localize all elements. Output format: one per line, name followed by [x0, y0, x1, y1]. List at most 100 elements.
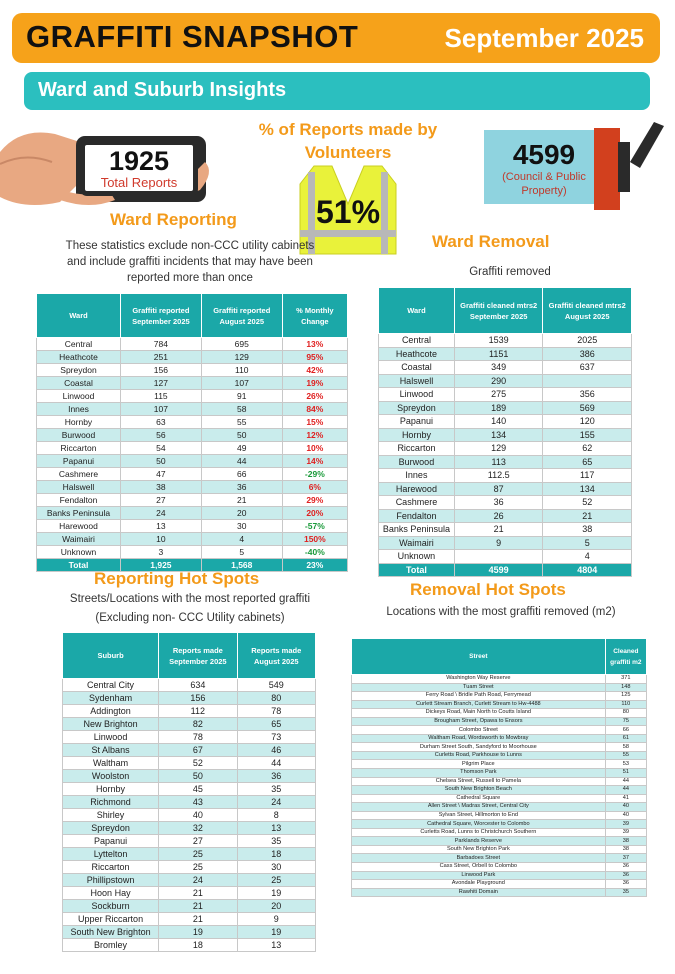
table-row: Tuam Street 148: [351, 682, 648, 693]
table-row: Banks Peninsula 24 20 20%: [36, 506, 349, 520]
table-cell: 44: [604, 785, 648, 795]
table-row: Riccarton 54 49 10%: [36, 441, 349, 455]
ward-removal-table: Ward Graffiti cleaned mtrs2 September 202…: [378, 287, 632, 577]
table-cell: Shirley: [61, 808, 160, 822]
table-row: Burwood 113 65: [378, 454, 632, 469]
table-row: Avondale Playground 36: [351, 879, 648, 889]
removal-hotspots-note: Locations with the most graffiti removed…: [386, 606, 616, 618]
table-cell: 129: [200, 350, 283, 364]
table-cell: 4: [542, 549, 632, 564]
table-cell: 36: [236, 769, 317, 783]
table-cell: Addington: [61, 704, 160, 718]
table-cell: 9: [236, 912, 317, 926]
table-cell: South New Brighton: [61, 925, 160, 939]
table-cell: 140: [453, 414, 544, 429]
table-cell: Phillipstown: [61, 873, 160, 887]
table-row: Linwood Park 36: [351, 870, 648, 881]
table-cell: 19: [236, 886, 317, 900]
table-cell: Hornby: [61, 782, 160, 796]
table-row: Fendalton 26 21: [378, 508, 632, 523]
table-cell: 53: [604, 759, 648, 769]
table-cell: 784: [119, 337, 202, 351]
total-cell: 4599: [453, 562, 544, 577]
table-cell: Heathcote: [378, 346, 455, 361]
table-cell: 40: [604, 802, 648, 812]
table-row: Central 784 695 13%: [36, 337, 349, 351]
table-cell: 47: [119, 467, 202, 481]
table-cell: 65: [542, 454, 632, 469]
table-cell: Harewood: [378, 481, 455, 496]
table-cell: 695: [200, 337, 283, 351]
volunteers-title: % of Reports made by Volunteers: [258, 120, 438, 162]
page-month: September 2025: [444, 23, 644, 53]
table-cell: 91: [200, 389, 283, 403]
column-header: Graffiti cleaned mtrs2 September 2025: [453, 287, 544, 334]
table-row: Burwood 56 50 12%: [36, 428, 349, 442]
table-row: Innes 112.5 117: [378, 468, 632, 483]
table-header-row: Suburb Reports made September 2025 Reports…: [61, 632, 317, 679]
table-cell: 21: [158, 912, 238, 926]
table-cell: Fendalton: [36, 493, 121, 507]
ward-reporting-table: Ward Graffiti reported September 2025 Graf…: [36, 293, 349, 572]
table-row: Coastal 349 637: [378, 360, 632, 375]
table-cell: Spreydon: [61, 821, 160, 835]
volunteers-value: 51%: [315, 194, 381, 230]
table-cell: South New Brighton Beach: [351, 785, 606, 795]
table-cell: Linwood Park: [351, 870, 606, 881]
table-cell: 13: [119, 519, 202, 533]
table-cell: 117: [542, 468, 632, 483]
table-cell: 41: [604, 793, 648, 804]
table-cell: 24: [158, 873, 238, 887]
table-cell: 21: [542, 508, 632, 523]
table-cell: 38: [604, 836, 648, 846]
table-row: Spreydon 189 569: [378, 400, 632, 415]
table-cell: 107: [200, 376, 283, 390]
table-cell: Halswell: [378, 373, 455, 388]
table-cell: 30: [200, 519, 283, 533]
table-cell: 5: [542, 535, 632, 550]
table-cell: 148: [604, 682, 648, 693]
table-cell: 78: [158, 730, 238, 744]
table-cell: Linwood: [61, 730, 160, 744]
total-reports-label: Total Reports: [100, 175, 178, 190]
table-cell: Unknown: [378, 549, 455, 564]
table-cell: Curletts Road, Parkhouse to Lunns: [351, 750, 606, 761]
table-cell: Dickeys Road, Main North to Coutts Islan…: [351, 708, 606, 718]
reporting-hotspots-title: Reporting Hot Spots: [94, 569, 260, 588]
table-row: St Albans 67 46: [61, 743, 317, 757]
table-cell: 4: [200, 532, 283, 546]
total-reports-value: 1925: [108, 146, 170, 176]
table-row: Coastal 127 107 19%: [36, 376, 349, 390]
table-row: Upper Riccarton 21 9: [61, 912, 317, 926]
table-cell: 37: [604, 853, 648, 864]
table-cell: Waimairi: [36, 532, 121, 546]
table-cell: 156: [119, 363, 202, 377]
table-cell: Chelsea Street, Russell to Pamela: [351, 776, 606, 787]
table-row: Cashmere 47 66 -29%: [36, 467, 349, 481]
table-cell: 61: [604, 733, 648, 744]
table-row: Unknown 4: [378, 549, 632, 564]
table-row: Innes 107 58 84%: [36, 402, 349, 416]
table-header-row: Ward Graffiti reported September 2025 Graf…: [36, 293, 349, 338]
table-cell: 80: [236, 691, 317, 705]
column-header: Reports made August 2025: [236, 632, 317, 679]
table-row: Heathcote 1151 386: [378, 346, 632, 361]
table-row: Shirley 40 8: [61, 808, 317, 822]
table-cell: 49: [200, 441, 283, 455]
table-row: Banks Peninsula 21 38: [378, 522, 632, 537]
table-row: Cass Street, Orbell to Colombo 36: [351, 862, 648, 872]
table-cell: Sockburn: [61, 899, 160, 913]
table-cell: 349: [453, 360, 544, 375]
table-cell: 87: [453, 481, 544, 496]
table-cell: -29%: [281, 467, 349, 481]
table-cell: 19: [158, 925, 238, 939]
table-cell: Spreydon: [378, 400, 455, 415]
column-header: Graffiti reported August 2025: [200, 293, 283, 338]
table-row: Waltham Road, Wordsworth to Mowbray 61: [351, 733, 648, 744]
table-cell: Riccarton: [36, 441, 121, 455]
table-cell: 21: [158, 886, 238, 900]
table-cell: [542, 373, 632, 388]
table-cell: Banks Peninsula: [378, 522, 455, 537]
table-row: New Brighton 82 65: [61, 717, 317, 731]
removal-hotspots-table: Street Cleaned graffiti m2 Washington Way…: [351, 638, 648, 898]
